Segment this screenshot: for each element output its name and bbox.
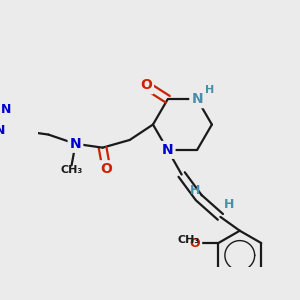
Text: H: H — [189, 184, 200, 197]
Text: N: N — [0, 124, 5, 137]
Text: CH₃: CH₃ — [178, 235, 200, 245]
Text: N: N — [162, 143, 173, 157]
Text: CH₃: CH₃ — [61, 165, 83, 175]
Text: N: N — [70, 137, 81, 151]
Text: O: O — [190, 237, 200, 250]
Text: H: H — [224, 198, 235, 211]
Text: O: O — [100, 162, 112, 176]
Text: N: N — [1, 103, 12, 116]
Text: H: H — [205, 85, 214, 95]
Text: N: N — [191, 92, 203, 106]
Text: O: O — [140, 78, 152, 92]
